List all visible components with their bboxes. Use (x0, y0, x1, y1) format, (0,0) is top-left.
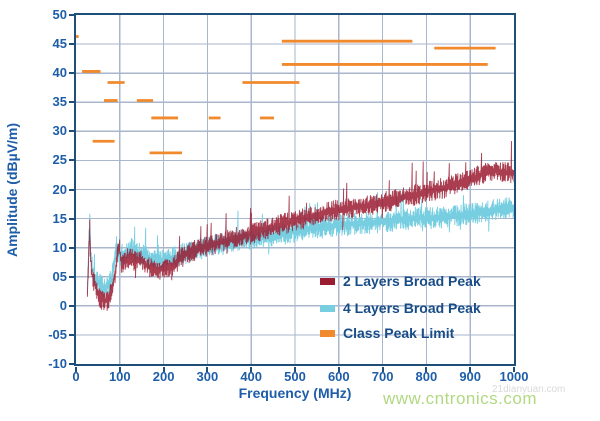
y-tick-mark (68, 43, 74, 46)
y-tick-label: 15 (52, 210, 67, 226)
y-tick-mark (68, 304, 74, 307)
x-tick-mark (206, 366, 209, 372)
legend-swatch-class-limit (320, 329, 335, 337)
y-tick-label: 25 (52, 152, 67, 168)
x-tick-mark (337, 366, 340, 372)
x-tick-label: 100 (108, 369, 131, 384)
x-tick-label: 700 (371, 369, 394, 384)
x-tick-mark (75, 366, 77, 372)
y-tick-mark (68, 333, 74, 336)
x-tick-label: 900 (459, 369, 482, 384)
y-tick-label: 35 (52, 94, 67, 110)
legend-label-class-limit: Class Peak Limit (343, 324, 455, 341)
y-tick-label: 05 (52, 268, 67, 284)
x-tick-label: 500 (284, 369, 306, 384)
plot-area (73, 12, 516, 366)
y-tick-label: 10 (52, 239, 67, 255)
y-tick-label: -05 (48, 326, 67, 342)
x-tick-mark (469, 366, 472, 372)
y-tick-label: 45 (52, 36, 67, 52)
x-tick-mark (294, 366, 296, 372)
x-tick-label: 200 (152, 369, 175, 384)
x-tick-mark (425, 366, 428, 372)
y-tick-mark (68, 188, 74, 191)
y-tick-label: 20 (52, 181, 67, 197)
x-tick-label: 600 (327, 369, 350, 384)
y-tick-mark (68, 159, 74, 162)
legend-swatch-2-layers (320, 277, 335, 285)
legend-row-2-layers: 2 Layers Broad Peak (0, 272, 600, 289)
y-tick-label: 30 (52, 123, 67, 139)
x-tick-mark (118, 366, 121, 372)
legend-row-4-layers: 4 Layers Broad Peak (0, 299, 600, 316)
legend-swatch-4-layers (320, 304, 335, 312)
y-tick-mark (68, 275, 74, 278)
x-axis-title: Frequency (MHz) (238, 385, 352, 401)
secondary-watermark: 21dianyuan.com (492, 384, 566, 395)
legend-label-4-layers: 4 Layers Broad Peak (343, 299, 481, 316)
x-tick-label: 800 (415, 369, 438, 384)
cntronics-watermark: www.cntronics.com (383, 389, 537, 408)
legend-label-2-layers: 2 Layers Broad Peak (343, 272, 481, 289)
y-tick-label: 50 (52, 7, 67, 22)
x-tick-mark (162, 366, 165, 372)
trace-2-layers-broad-peak (86, 140, 514, 311)
x-tick-label: 300 (196, 369, 219, 384)
x-tick-mark (381, 366, 384, 372)
x-tick-label: 0 (72, 369, 80, 384)
y-tick-mark (68, 363, 74, 365)
y-tick-mark (68, 72, 74, 75)
y-tick-mark (68, 14, 74, 16)
x-tick-label: 1000 (499, 369, 529, 384)
x-tick-mark (513, 366, 515, 372)
y-tick-mark (68, 217, 74, 220)
y-tick-mark (68, 130, 74, 133)
y-tick-label: -10 (48, 356, 67, 371)
y-tick-mark (68, 101, 74, 104)
x-tick-label: 400 (240, 369, 263, 384)
chart-canvas (75, 14, 514, 364)
x-tick-mark (250, 366, 253, 372)
y-axis-title: Amplitude (dBµV/m) (4, 122, 20, 258)
y-tick-mark (68, 246, 74, 249)
legend-row-class-limit: Class Peak Limit (0, 324, 600, 341)
y-tick-label: 40 (52, 65, 67, 81)
y-tick-label: 0 (59, 297, 67, 313)
